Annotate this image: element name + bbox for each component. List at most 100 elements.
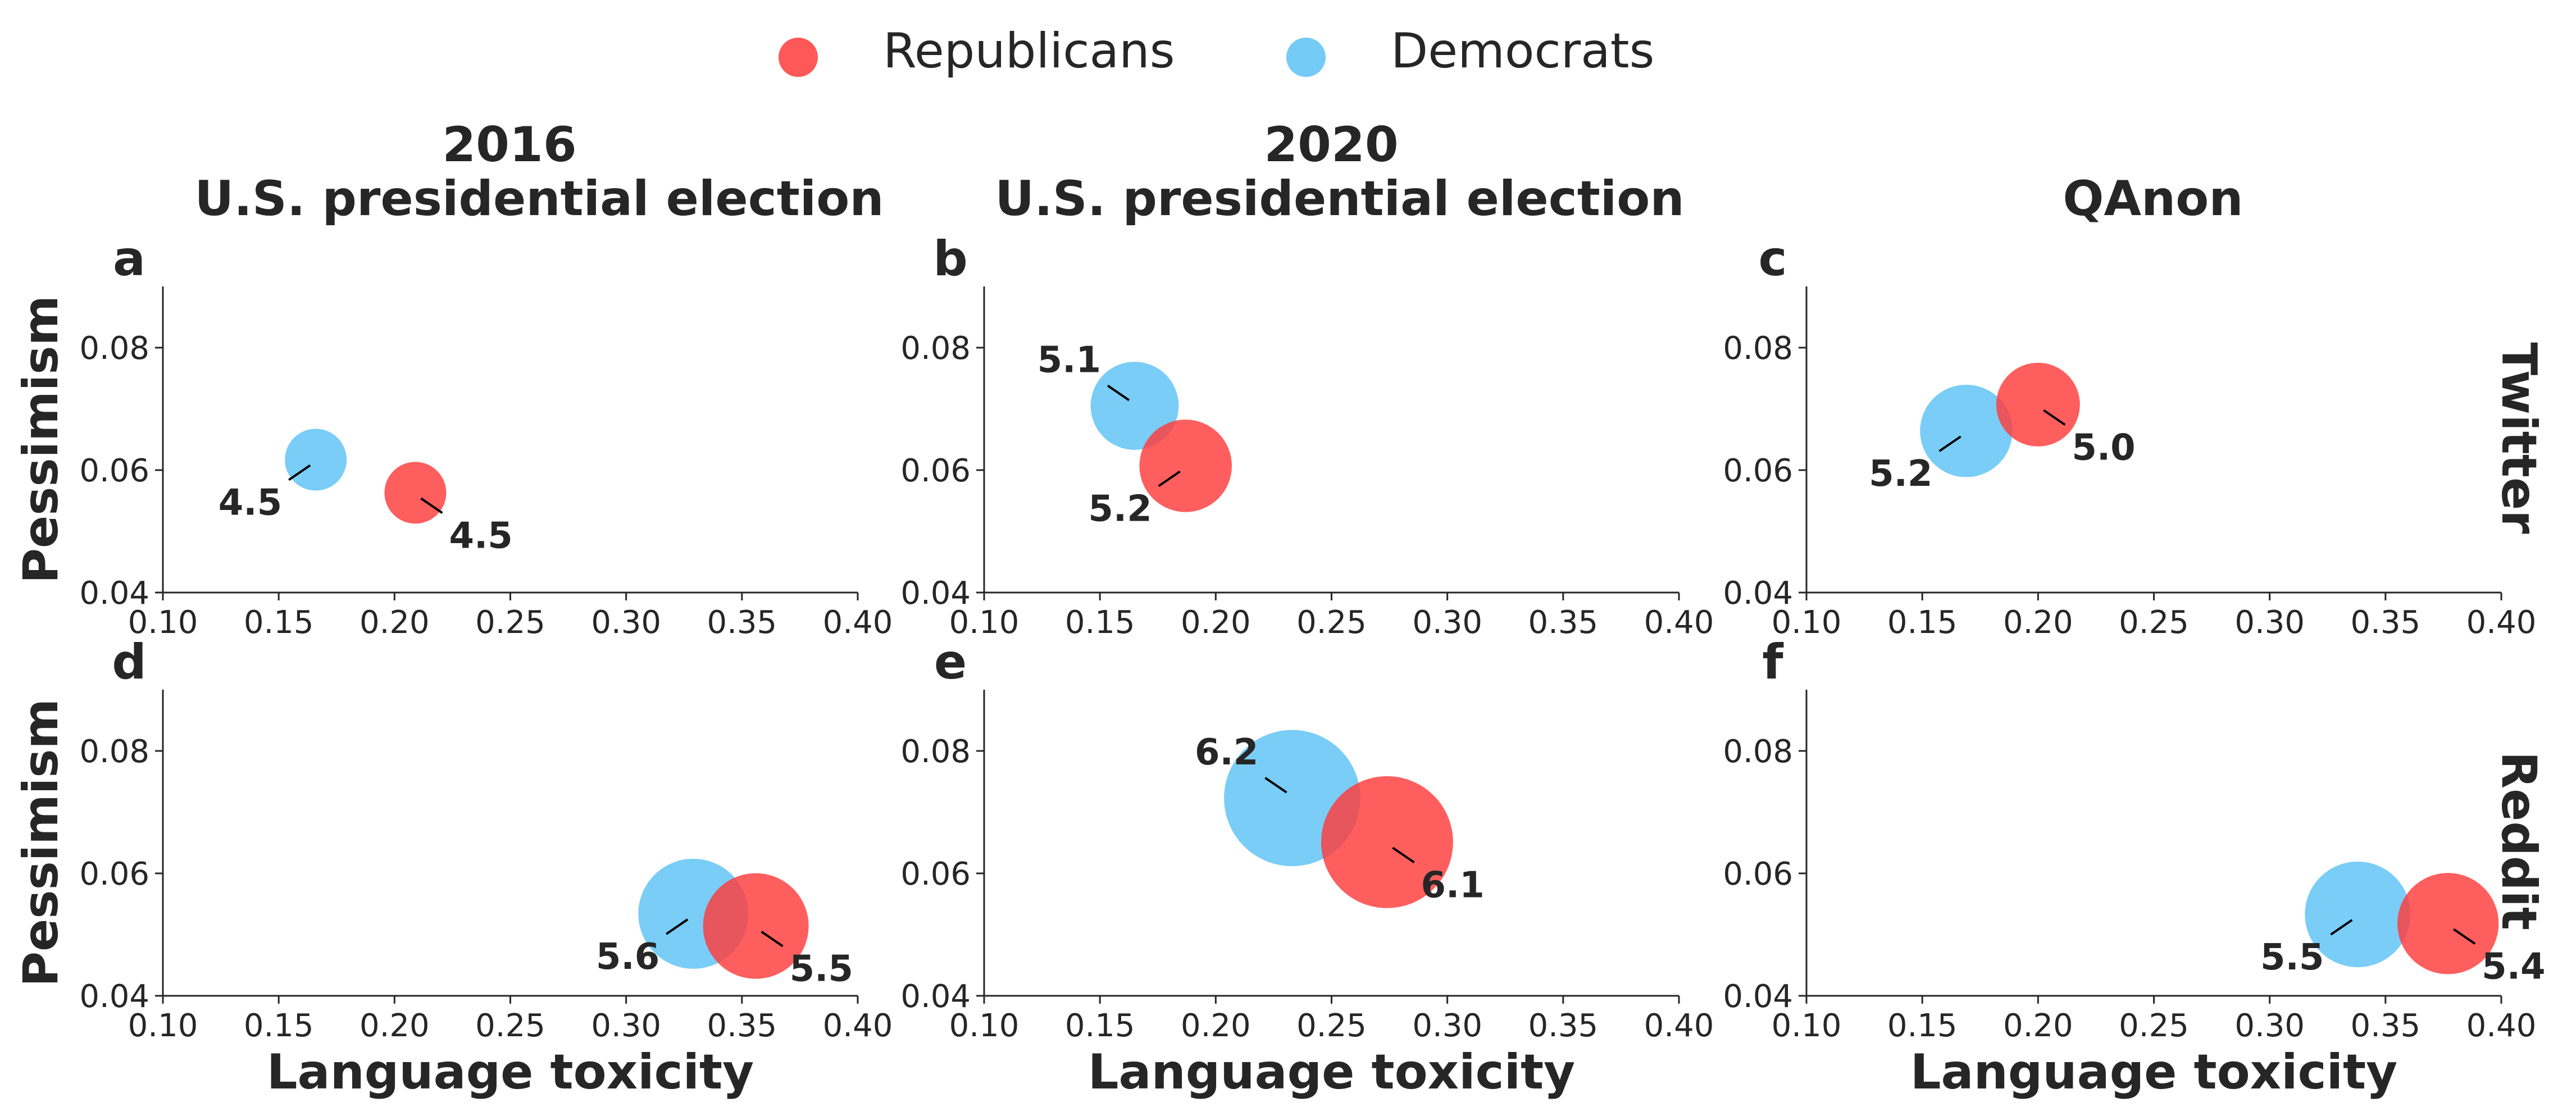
bubble-democrats [2305, 862, 2411, 968]
x-tick-label: 0.25 [2119, 1008, 2189, 1044]
y-tick-label: 0.06 [1723, 453, 1793, 489]
row-labels: Twitter Reddit [2491, 342, 2547, 930]
annotation-label-democrats: 6.2 [1195, 732, 1258, 773]
y-tick-label: 0.04 [79, 575, 149, 612]
legend-label-republicans: Republicans [883, 23, 1175, 79]
x-axis-label: Language toxicity [1910, 1044, 2397, 1100]
x-tick-label: 0.35 [1528, 604, 1598, 641]
legend-label-democrats: Democrats [1391, 23, 1654, 79]
column-title-topic-qanon: QAnon [2063, 171, 2243, 227]
annotation-leader-democrats [1264, 777, 1287, 794]
x-tick-label: 0.25 [2119, 604, 2189, 641]
x-tick-label: 0.15 [244, 604, 314, 641]
bubble-democrats [285, 429, 347, 491]
x-tick-label: 0.35 [2350, 1008, 2420, 1044]
panel-a: a 0.10 0.15 0.20 0.25 0.30 0.35 0.40 0.04 0.06 0.0… [13, 231, 893, 641]
annotation-label-republicans: 5.2 [1088, 488, 1152, 530]
x-tick-label: 0.10 [949, 604, 1020, 641]
x-tick-label: 0.30 [1412, 1008, 1482, 1044]
y-tick-label: 0.08 [900, 734, 971, 770]
bubble-republicans [1996, 362, 2080, 447]
annotation-leader-democrats [666, 918, 689, 935]
y-tick-label: 0.06 [79, 453, 149, 489]
annotation-label-republicans: 6.1 [1421, 864, 1484, 906]
x-tick-label: 0.10 [949, 1008, 1020, 1044]
bubble-republicans [1321, 776, 1453, 908]
annotation-leader-democrats [2330, 919, 2353, 936]
x-tick-label: 0.15 [244, 1008, 314, 1044]
y-tick-label: 0.08 [79, 734, 149, 770]
annotation-leader-republicans [1158, 470, 1181, 488]
annotation-label-democrats: 5.5 [2260, 937, 2324, 978]
legend: Republicans Democrats [779, 23, 1654, 79]
x-tick-label: 0.15 [1065, 604, 1135, 641]
x-tick-label: 0.30 [1412, 604, 1482, 641]
annotation-label-republicans: 5.4 [2482, 946, 2545, 987]
x-tick-label: 0.25 [475, 604, 545, 641]
x-tick-label: 0.40 [823, 604, 893, 641]
panel-e: e 0.10 0.15 0.20 0.25 0.30 0.35 0.40 0.04 0.06 0.0… [900, 634, 1714, 1100]
annotation-leader-democrats [288, 464, 311, 481]
x-tick-label: 0.20 [2003, 1008, 2073, 1044]
x-tick-label: 0.40 [1644, 604, 1714, 641]
panel-c: c 0.10 0.15 0.20 0.25 0.30 0.35 0.40 0.04 0.06 0.0… [1723, 231, 2536, 641]
x-tick-label: 0.20 [359, 1008, 430, 1044]
x-tick-label: 0.20 [1181, 1008, 1251, 1044]
legend-marker-republicans [779, 38, 818, 77]
legend-marker-democrats [1286, 38, 1326, 77]
bubble-democrats [1920, 384, 2013, 477]
x-tick-label: 0.35 [707, 1008, 777, 1044]
x-tick-label: 0.35 [707, 604, 777, 641]
x-tick-label: 0.40 [823, 1008, 893, 1044]
y-axis-label: Pessimism [13, 295, 69, 584]
annotation-leader-republicans [1392, 846, 1415, 864]
bubble-republicans [703, 873, 809, 979]
panel-letter-e: e [934, 634, 967, 690]
y-tick-label: 0.06 [79, 856, 149, 892]
x-tick-label: 0.15 [1887, 604, 1958, 641]
x-tick-label: 0.40 [2466, 1008, 2537, 1044]
row-label-twitter: Twitter [2491, 342, 2547, 534]
y-tick-label: 0.04 [1723, 978, 1793, 1015]
x-tick-label: 0.25 [1296, 1008, 1367, 1044]
annotation-leader-democrats [1107, 384, 1130, 402]
panel-letter-a: a [113, 231, 145, 287]
x-tick-label: 0.30 [2234, 604, 2305, 641]
x-tick-label: 0.30 [591, 604, 661, 641]
annotation-label-democrats: 5.6 [596, 936, 659, 978]
x-tick-label: 0.20 [359, 604, 430, 641]
x-tick-label: 0.20 [1181, 604, 1251, 641]
panels: a0.10 0.15 0.20 0.25 0.30 0.35 0.400.040.060.0… [13, 231, 2546, 1100]
x-tick-label: 0.25 [475, 1008, 545, 1044]
x-tick-label: 0.10 [128, 1008, 198, 1044]
bubble-republicans [1139, 420, 1232, 512]
panel-d: d 0.10 0.15 0.20 0.25 0.30 0.35 0.40 0.04 0.06 0.0… [13, 634, 893, 1100]
y-tick-label: 0.04 [900, 575, 971, 612]
x-tick-label: 0.15 [1065, 1008, 1135, 1044]
annotation-leader-democrats [1938, 435, 1961, 452]
y-tick-label: 0.04 [900, 978, 971, 1015]
panel-b: b 0.10 0.15 0.20 0.25 0.30 0.35 0.40 0.04 0.06 0.0… [900, 231, 1714, 641]
panel-letter-f: f [1762, 634, 1784, 690]
y-tick-label: 0.08 [1723, 330, 1793, 367]
bubble-republicans [2397, 873, 2499, 974]
bubble-democrats [1090, 362, 1179, 450]
annotation-leader-republicans [2453, 928, 2476, 945]
column-titles: 2016 U.S. presidential election 2020 U.S… [194, 117, 2243, 227]
annotation-label-republicans: 5.0 [2072, 427, 2135, 468]
y-tick-label: 0.08 [79, 330, 149, 367]
annotation-label-democrats: 5.1 [1037, 340, 1101, 381]
x-axis-label: Language toxicity [267, 1044, 754, 1100]
x-tick-label: 0.30 [2234, 1008, 2305, 1044]
row-label-reddit: Reddit [2491, 751, 2547, 930]
panel-letter-b: b [933, 231, 968, 287]
x-tick-label: 0.10 [128, 604, 198, 641]
column-title-topic-2020: U.S. presidential election [995, 171, 1684, 227]
annotation-label-democrats: 5.2 [1869, 453, 1932, 495]
annotation-leader-republicans [761, 931, 784, 948]
y-tick-label: 0.04 [1723, 575, 1793, 612]
y-axis-label: Pessimism [13, 699, 69, 987]
panel-letter-c: c [1759, 231, 1787, 287]
y-tick-label: 0.08 [900, 330, 971, 367]
bubble-republicans [384, 462, 447, 524]
